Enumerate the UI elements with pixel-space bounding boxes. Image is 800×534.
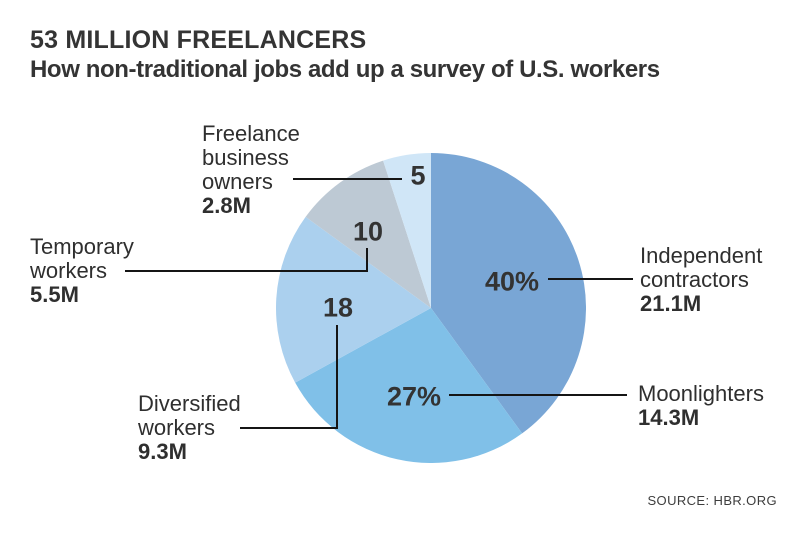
label-moonlighters: Moonlighters 14.3M: [638, 382, 764, 430]
callout-name-line: Freelance: [202, 121, 300, 146]
callout-name-line: owners: [202, 169, 273, 194]
pie-slice-moonlighters: [295, 308, 523, 463]
chart-subtitle: How non-traditional jobs add up a survey…: [30, 56, 660, 83]
label-independent-contractors: Independent contractors 21.1M: [640, 244, 762, 316]
pie-value-independent-contractors: 40%: [484, 266, 540, 297]
chart-header: 53 MILLION FREELANCERS How non-tradition…: [30, 26, 660, 84]
callout-name-line: Independent: [640, 243, 763, 268]
leader-diversified-workers-v: [336, 325, 338, 429]
leader-freelance-business-owners: [293, 178, 402, 180]
callout-name-line: workers: [30, 258, 108, 283]
pie-slice-independent-contractors: [431, 153, 586, 434]
pie-value-diversified-workers: 18: [322, 292, 354, 323]
callout-name-line: workers: [138, 415, 216, 440]
label-diversified-workers: Diversified workers 9.3M: [138, 392, 241, 464]
pie-value-moonlighters: 27%: [386, 381, 442, 412]
callout-name-line: Temporary: [30, 234, 134, 259]
pie-slice-freelance-business-owners: [383, 153, 431, 308]
pie-slice-temporary-workers: [305, 160, 431, 308]
label-temporary-workers: Temporary workers 5.5M: [30, 235, 134, 307]
pie-slice-diversified-workers: [276, 216, 431, 383]
callout-value: 5.5M: [30, 282, 79, 307]
leader-temporary-workers-h: [125, 270, 368, 272]
callout-value: 9.3M: [138, 439, 187, 464]
leader-temporary-workers-v: [366, 248, 368, 272]
callout-value: 21.1M: [640, 291, 702, 316]
label-freelance-business-owners: Freelance business owners 2.8M: [202, 122, 300, 218]
callout-name-line: contractors: [640, 267, 749, 292]
pie-chart: [276, 153, 586, 463]
callout-name-line: Diversified: [138, 391, 241, 416]
leader-independent-contractors: [548, 278, 633, 280]
chart-title: 53 MILLION FREELANCERS: [30, 26, 367, 54]
leader-moonlighters: [449, 394, 627, 396]
leader-diversified-workers-h: [240, 427, 338, 429]
callout-value: 14.3M: [638, 405, 700, 430]
source-credit: SOURCE: HBR.ORG: [647, 493, 777, 508]
callout-name-line: business: [202, 145, 289, 170]
callout-name-line: Moonlighters: [638, 381, 764, 406]
callout-value: 2.8M: [202, 193, 251, 218]
pie-value-freelance-business-owners: 5: [410, 160, 426, 191]
pie-value-temporary-workers: 10: [352, 216, 384, 247]
